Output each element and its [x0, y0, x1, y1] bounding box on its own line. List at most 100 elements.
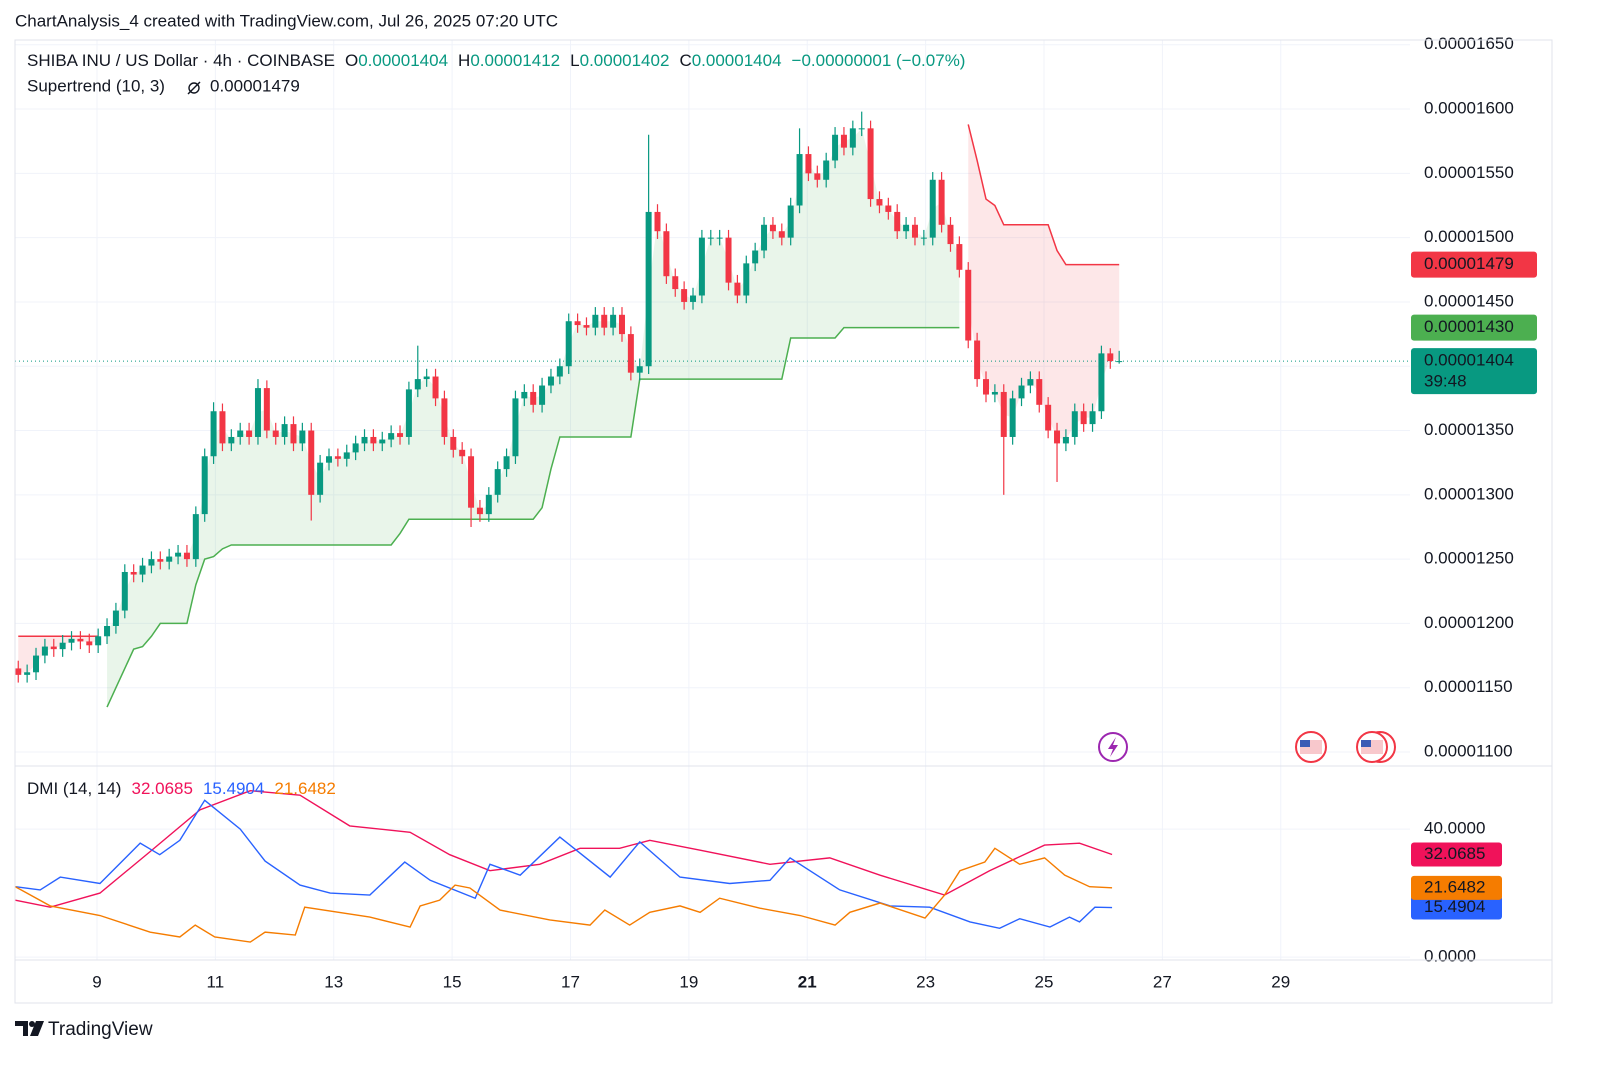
candle-body	[175, 552, 182, 557]
candle-body	[610, 314, 617, 328]
candle-body	[840, 134, 847, 148]
candle-body	[1054, 430, 1061, 444]
ohlc-value: 0.00001404	[692, 51, 782, 70]
candle-body	[254, 388, 261, 437]
candle-body	[974, 340, 981, 380]
candle-body	[1027, 379, 1034, 386]
y-tick-label: 0.00001100	[1424, 741, 1513, 760]
candle-body	[379, 439, 386, 444]
candle-body	[1080, 411, 1087, 425]
candle-body	[192, 514, 199, 560]
event-lightning[interactable]	[1098, 732, 1128, 762]
attribution: ChartAnalysis_4 created with TradingView…	[15, 11, 558, 30]
candle-body	[547, 376, 554, 386]
candle-body	[485, 494, 492, 515]
candle-body	[894, 211, 901, 232]
visibility-icon[interactable]	[187, 81, 201, 95]
x-tick-label: 19	[679, 972, 698, 991]
candle-body	[805, 154, 812, 174]
candle-body	[228, 436, 235, 444]
candle-body	[1062, 436, 1069, 444]
candle-body	[832, 134, 839, 161]
indicator-legend: DMI (14, 14) 32.0685 15.4904 21.6482	[27, 779, 336, 798]
candle-body	[663, 231, 670, 277]
x-tick-label: 21	[798, 972, 817, 991]
candle-body	[121, 571, 128, 611]
x-tick-label: 11	[207, 972, 225, 991]
candle-body	[1009, 398, 1016, 437]
price-tag	[1411, 314, 1537, 341]
candle-body	[334, 456, 341, 459]
candle-body	[352, 443, 359, 453]
candle-body	[707, 237, 714, 239]
candle-body	[50, 646, 57, 650]
dmi-line	[14, 847, 1113, 943]
candle-body	[991, 391, 998, 395]
value-tag-label: 15.4904	[1424, 897, 1485, 916]
indicator-value: 0.00001479	[210, 76, 300, 95]
dmi-line	[15, 789, 1113, 908]
candle-body	[956, 244, 963, 270]
footer-brand: TradingView	[48, 1019, 153, 1040]
candle-body	[752, 250, 759, 264]
candle-body	[272, 430, 279, 437]
ohlc-name: O	[345, 51, 358, 70]
candle-body	[849, 128, 856, 148]
y-tick-label: 0.00001250	[1424, 549, 1514, 568]
candle-body	[139, 565, 146, 575]
candle-body	[539, 385, 546, 405]
candle-body	[1000, 391, 1007, 437]
candle-body	[1018, 385, 1025, 399]
legend-line: SHIBA INU / US Dollar · 4h · COINBASE O 0.…	[27, 51, 965, 70]
candle-body	[1071, 411, 1078, 437]
candle-body	[947, 224, 954, 245]
candle-body	[592, 314, 599, 328]
value-tag-label: 32.0685	[1424, 844, 1485, 863]
candle-body	[201, 456, 208, 515]
candle-body	[858, 128, 865, 130]
y-tick-label: 0.00001300	[1424, 484, 1514, 503]
candle-body	[867, 128, 874, 200]
supertrend-fills	[18, 124, 1120, 708]
candle-body	[361, 436, 368, 444]
candle-body	[734, 282, 741, 296]
candle-body	[468, 456, 475, 508]
candle-body	[965, 269, 972, 341]
candle-body	[130, 571, 137, 575]
candle-body	[104, 625, 111, 637]
x-tick-label: 23	[916, 972, 935, 991]
candle-body	[690, 295, 697, 302]
value-tag	[1411, 895, 1502, 920]
y-tick-label: 0.00001450	[1424, 291, 1514, 310]
symbol-title: SHIBA INU / US Dollar · 4h · COINBASE	[27, 51, 335, 70]
candle-body	[627, 334, 634, 373]
candle-body	[370, 436, 377, 444]
lines	[14, 124, 1410, 943]
candle-body	[59, 642, 66, 650]
candle-body	[1089, 411, 1096, 425]
candle-body	[24, 672, 31, 675]
candle-body	[423, 376, 430, 380]
event-flag-us[interactable]	[1356, 731, 1396, 763]
candle-body	[459, 449, 466, 457]
candle-body	[876, 199, 883, 206]
candle-body	[343, 452, 350, 459]
candle-body	[654, 211, 661, 232]
y-tick-label: 40.0000	[1424, 819, 1485, 838]
candle-body	[920, 237, 927, 239]
candle-body	[769, 224, 776, 232]
candle-body	[41, 646, 48, 656]
candle-body	[325, 456, 332, 463]
candle-body	[672, 276, 679, 290]
price-change: −0.00000001 (−0.07%)	[792, 51, 966, 70]
candle-body	[450, 436, 457, 450]
y-tick-label: 0.00001550	[1424, 163, 1514, 182]
y-tick-label: 0.00001650	[1424, 34, 1514, 53]
candle-body	[112, 610, 119, 626]
candle-body	[33, 655, 40, 673]
y-tick-label: 0.00001500	[1424, 227, 1514, 246]
candle-body	[263, 388, 270, 431]
event-flag-us[interactable]	[1295, 731, 1327, 763]
value-tag	[1411, 842, 1502, 867]
